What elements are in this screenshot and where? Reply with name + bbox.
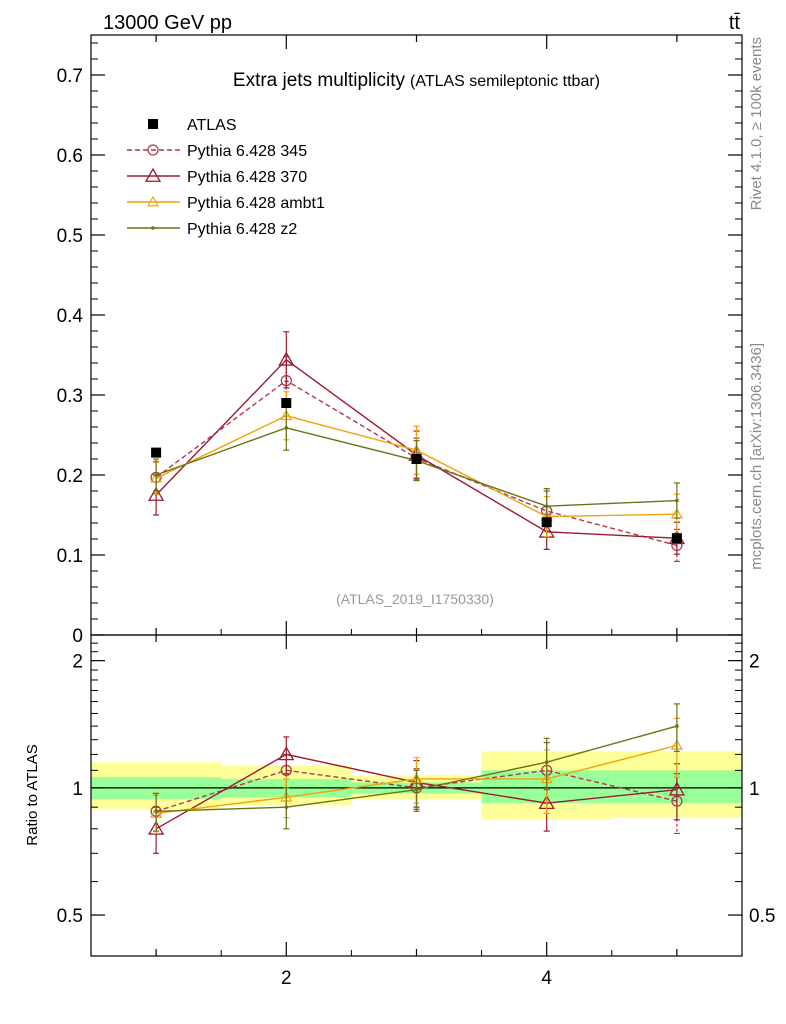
main-data-point-1-2 <box>281 398 292 408</box>
main-point-4-1 <box>154 473 158 477</box>
main-ytick-label-4: 0.4 <box>57 306 84 327</box>
legend-entry-2: Pythia 6.428 345 <box>127 143 307 160</box>
legend-label-3: Pythia 6.428 370 <box>187 169 307 186</box>
main-ytick-label-2: 0.2 <box>57 466 83 487</box>
ratio-series-4 <box>153 703 680 832</box>
chart-title: Extra jets multiplicity <box>233 70 406 91</box>
ratio-ytick-label-left-0: 0.5 <box>57 906 83 927</box>
main-point-4-4 <box>544 504 549 509</box>
ratio-y-axis-label: Ratio to ATLAS <box>24 744 41 845</box>
main-series-group <box>147 331 686 563</box>
ratio-point-2-2 <box>278 746 295 761</box>
main-data-series-1 <box>151 398 682 544</box>
legend-label-5: Pythia 6.428 z2 <box>187 221 297 238</box>
axes-ticks: 0 0.1 0.2 0.3 0.4 0.5 0.6 0.7 2 4 0.5 0.5 1 1 2 2 <box>57 35 775 989</box>
ratio-series-group <box>147 703 686 854</box>
ratio-ytick-label-right-0: 0.5 <box>749 906 775 927</box>
main-series-4 <box>153 404 680 525</box>
ratio-ytick-label-right-2: 2 <box>749 652 760 673</box>
main-ytick-label-6: 0.6 <box>57 146 83 167</box>
main-ytick-label-1: 0.1 <box>57 546 83 567</box>
side-label-mcplots: mcplots.cern.ch [arXiv:1306.3436] <box>748 343 765 570</box>
legend-entry-1: ATLAS <box>148 117 237 134</box>
legend-marker-2 <box>147 144 159 156</box>
legend-marker-5 <box>151 226 155 230</box>
main-data-point-1-1 <box>151 447 162 458</box>
ratio-point-2-5 <box>668 781 686 796</box>
main-point-4-2 <box>284 426 289 430</box>
legend-label-4: Pythia 6.428 ambt1 <box>187 195 325 212</box>
chart-subtitle: (ATLAS semileptonic ttbar) <box>410 73 600 90</box>
ratio-point-2-1 <box>147 820 165 835</box>
watermark-label: (ATLAS_2019_I1750330) <box>336 591 494 607</box>
main-ytick-label-3: 0.3 <box>57 386 83 407</box>
legend-label-1: ATLAS <box>187 117 237 134</box>
header-left-label: 13000 GeV pp <box>103 12 232 34</box>
legend: ATLAS Pythia 6.428 345 Pythia 6.428 370 Pyt… <box>127 117 325 238</box>
ratio-point-4-5 <box>675 724 679 728</box>
legend-label-2: Pythia 6.428 345 <box>187 143 307 160</box>
side-label-rivet: Rivet 4.1.0, ≥ 100k events <box>748 37 765 210</box>
main-ytick-label-5: 0.5 <box>57 226 83 247</box>
ratio-ytick-label-left-2: 2 <box>72 652 83 673</box>
main-data-point-1-5 <box>671 533 682 544</box>
main-ytick-label-0: 0 <box>72 626 83 647</box>
legend-entry-3: Pythia 6.428 370 <box>127 167 307 186</box>
main-ytick-label-7: 0.7 <box>57 66 83 87</box>
legend-marker-1 <box>148 119 158 129</box>
legend-entry-5: Pythia 6.428 z2 <box>127 221 297 238</box>
main-point-4-5 <box>675 498 679 503</box>
ratio-ytick-label-right-1: 1 <box>749 779 760 800</box>
ratio-xtick-label-2: 2 <box>281 968 292 989</box>
ratio-point-4-2 <box>284 805 289 809</box>
legend-entry-4: Pythia 6.428 ambt1 <box>127 195 325 212</box>
header-right-label: tt̄ <box>729 12 741 34</box>
main-data-point-1-4 <box>541 517 552 528</box>
main-point-2-2 <box>278 351 295 366</box>
legend-marker-4 <box>146 195 160 207</box>
ratio-point-4-4 <box>544 760 549 765</box>
ratio-point-4-1 <box>154 809 158 814</box>
ratio-ytick-label-left-1: 1 <box>72 779 83 800</box>
ratio-xtick-label-4: 4 <box>541 968 552 989</box>
ratio-point-4-3 <box>414 787 419 792</box>
legend-marker-3 <box>144 167 162 182</box>
main-data-point-1-3 <box>411 454 422 464</box>
main-point-2-1 <box>147 486 165 501</box>
